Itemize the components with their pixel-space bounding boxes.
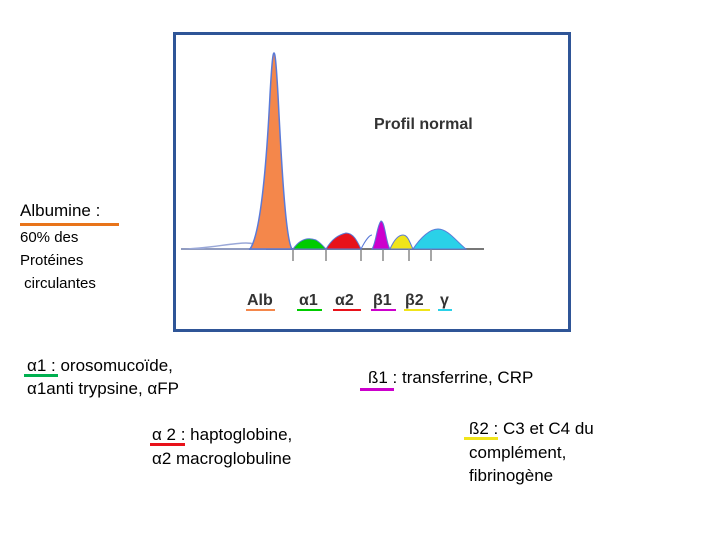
albumine-title: Albumine : <box>20 201 101 220</box>
electrophoresis-profile-graph: Profil normal Alb α1 α2 β1 β2 γ <box>180 52 484 311</box>
alpha2-line-1: α 2 : haptoglobine, <box>152 425 293 444</box>
albumine-line-3: circulantes <box>20 275 96 292</box>
beta2-line-1: ß2 : C3 et C4 du <box>469 419 594 438</box>
alpha2-underline <box>150 443 185 446</box>
alpha1-underline <box>24 374 58 377</box>
albumine-underline <box>20 223 119 226</box>
fraction-label-alpha2: α2 <box>335 292 354 309</box>
peak-alpha1 <box>292 238 328 250</box>
fraction-label-alpha1: α1 <box>299 292 318 309</box>
fraction-label-gamma: γ <box>440 292 449 309</box>
albumine-line-2: Protéines <box>20 252 84 269</box>
profile-title: Profil normal <box>374 116 473 133</box>
beta2-line-3: fibrinogène <box>469 466 554 485</box>
peak-alpha2 <box>325 232 362 250</box>
fraction-label-alb: Alb <box>247 292 273 309</box>
beta1-underline <box>360 388 394 391</box>
fraction-label-beta2: β2 <box>405 292 424 309</box>
profile-envelope-segment <box>360 234 373 250</box>
alpha2-line-2: α2 macroglobuline <box>152 449 292 468</box>
alpha1-line-2: α1anti trypsine, αFP <box>27 379 179 398</box>
peak-beta2 <box>389 234 414 250</box>
peak-beta1 <box>371 220 391 250</box>
fraction-label-beta1: β1 <box>373 292 392 309</box>
electrophoresis-profile-panel: Profil normal Alb α1 α2 β1 β2 γ <box>173 32 571 332</box>
profile-ticks <box>292 249 432 261</box>
albumine-line-1: 60% des <box>20 229 79 246</box>
beta2-line-2: complément, <box>469 443 567 462</box>
beta1-line-1: ß1 : transferrine, CRP <box>368 368 534 387</box>
peak-gamma <box>412 228 468 250</box>
beta2-underline <box>464 437 498 440</box>
alpha1-line-1: α1 : orosomucoïde, <box>27 356 173 375</box>
peak-albumin <box>248 52 294 250</box>
